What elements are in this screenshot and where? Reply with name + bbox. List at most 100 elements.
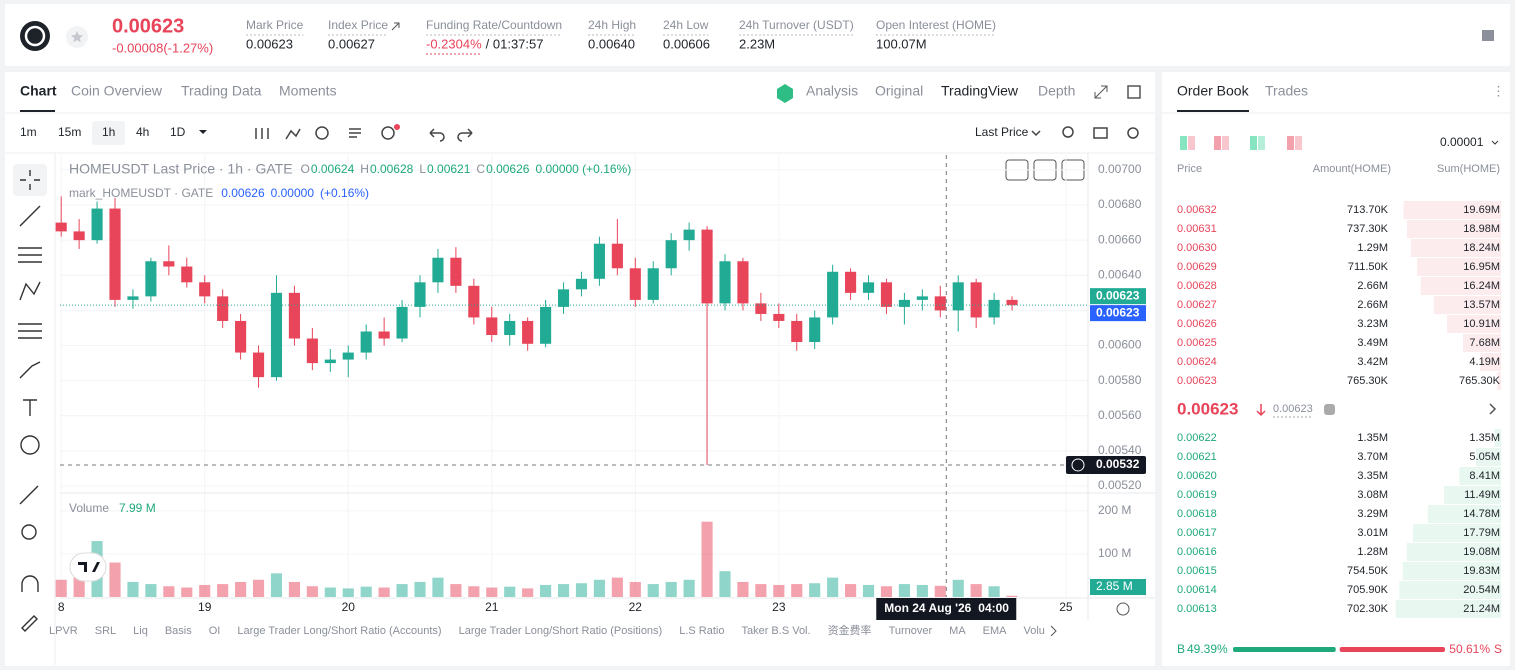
price-type-caret[interactable] <box>1031 130 1041 137</box>
indicators-next[interactable] <box>1050 625 1057 637</box>
zoom-tool[interactable] <box>21 524 37 540</box>
interval[interactable]: 1m <box>20 125 37 139</box>
interval[interactable]: 1h <box>102 125 115 139</box>
mid-mark: 0.00623 <box>1273 403 1313 415</box>
orderbook-tab[interactable]: Order Book <box>1177 83 1250 99</box>
magnet-tool[interactable] <box>21 575 39 592</box>
mid-chevron[interactable] <box>1489 403 1497 415</box>
indicator[interactable]: Volu <box>1024 625 1045 637</box>
template-icon[interactable] <box>349 128 361 138</box>
expand-icon[interactable] <box>1094 85 1108 99</box>
book-amount: 3.29M <box>1357 508 1388 520</box>
precision[interactable]: 0.00001 <box>1440 135 1484 149</box>
menu-dots[interactable]: ⋮ <box>1492 83 1505 98</box>
undo-icon[interactable] <box>429 128 445 142</box>
volume-bar <box>647 584 659 597</box>
settings-icon[interactable] <box>1127 127 1139 139</box>
projection-tool[interactable] <box>18 323 42 339</box>
book-layout-icon[interactable] <box>1295 136 1302 150</box>
crosshair-price-label: 0.00532 <box>1096 457 1140 471</box>
book-layout-icon[interactable] <box>1222 136 1229 150</box>
volume-bar <box>755 584 767 597</box>
orderbook-tab[interactable]: Trades <box>1265 83 1308 99</box>
price-type[interactable]: Last Price <box>975 125 1029 139</box>
mark-icon <box>1324 404 1335 415</box>
view-tab[interactable]: Original <box>875 83 923 99</box>
volume-bar <box>737 581 749 597</box>
indicator[interactable]: Basis <box>165 625 192 637</box>
interval[interactable]: 4h <box>136 125 149 139</box>
dropdown-caret[interactable] <box>199 130 207 134</box>
indicator[interactable]: Large Trader Long/Short Ratio (Accounts) <box>237 625 441 637</box>
chart-tab[interactable]: Chart <box>20 83 57 99</box>
chart-tab[interactable]: Trading Data <box>181 83 262 99</box>
brush-tool[interactable] <box>19 361 41 379</box>
sell-bar <box>1339 647 1445 652</box>
indicator[interactable]: Liq <box>133 625 148 637</box>
redo-icon[interactable] <box>457 128 473 142</box>
candle-body <box>665 240 677 269</box>
view-tab[interactable]: TradingView <box>941 83 1019 99</box>
price: 0.00623 <box>112 15 184 37</box>
indicator[interactable]: EMA <box>983 625 1008 637</box>
emoji-tool[interactable] <box>20 435 40 455</box>
view-tab[interactable]: Analysis <box>806 83 858 99</box>
book-layout-icon[interactable] <box>1188 136 1195 150</box>
layout-icon[interactable] <box>1482 30 1494 41</box>
header-panel <box>5 4 1510 66</box>
candle-icon[interactable] <box>255 128 269 139</box>
mark-price-label: 0.00623 <box>1096 305 1140 319</box>
legend-symbol: HOMEUSDT Last Price · 1h · GATE <box>69 161 293 177</box>
indicator[interactable]: SRL <box>95 625 116 637</box>
add-alert[interactable] <box>1071 458 1085 472</box>
indicator-icon[interactable] <box>285 128 301 140</box>
candle-body <box>773 313 785 321</box>
candle-body <box>898 299 910 307</box>
book-sum: 8.41M <box>1469 470 1500 482</box>
analysis-icon <box>777 84 793 103</box>
alert-icon[interactable] <box>381 126 395 140</box>
indicator[interactable]: LPVR <box>49 625 78 637</box>
book-sum: 10.91M <box>1463 318 1500 330</box>
replay-icon[interactable] <box>315 126 329 140</box>
book-layout-icon[interactable] <box>1258 136 1265 150</box>
book-price: 0.00615 <box>1177 565 1217 577</box>
view-tab[interactable]: Depth <box>1038 83 1075 99</box>
mid-price: 0.00623 <box>1177 399 1238 418</box>
axis-settings[interactable] <box>1116 602 1130 616</box>
volume-bar <box>181 587 193 597</box>
book-layout-icon[interactable] <box>1180 136 1187 150</box>
measure-tool[interactable] <box>19 485 39 505</box>
search-icon[interactable] <box>1062 126 1074 138</box>
text-tool[interactable] <box>23 399 37 416</box>
depth-bar <box>1494 429 1501 447</box>
indicator[interactable]: 资金费率 <box>828 623 872 637</box>
price-change: -0.00008(-1.27%) <box>112 40 213 55</box>
precision-caret[interactable] <box>1491 140 1499 145</box>
pencil-tool[interactable] <box>21 615 38 632</box>
crosshair-tool[interactable] <box>20 170 40 190</box>
interval[interactable]: 1D <box>170 125 186 139</box>
interval[interactable]: 15m <box>58 125 81 139</box>
volume-bar <box>719 571 731 597</box>
line-tool[interactable] <box>19 205 41 227</box>
book-layout-icon[interactable] <box>1214 136 1221 150</box>
indicator[interactable]: Large Trader Long/Short Ratio (Positions… <box>459 625 663 637</box>
book-layout-icon[interactable] <box>1250 136 1257 150</box>
chart-tab[interactable]: Moments <box>279 83 337 99</box>
fib-tool[interactable] <box>18 247 42 263</box>
volume-bar <box>55 579 67 597</box>
chart-tab[interactable]: Coin Overview <box>71 83 163 99</box>
indicator[interactable]: MA <box>949 625 966 637</box>
volume-bar <box>252 579 265 597</box>
indicator[interactable]: OI <box>209 625 221 637</box>
book-layout-icon[interactable] <box>1287 136 1294 150</box>
volume-bar <box>880 586 893 597</box>
camera-icon[interactable] <box>1093 127 1108 139</box>
indicator[interactable]: L.S Ratio <box>679 625 724 637</box>
book-sum: 19.08M <box>1463 546 1500 558</box>
indicator[interactable]: Turnover <box>889 625 933 637</box>
pattern-tool[interactable] <box>19 281 41 301</box>
window-icon[interactable] <box>1127 85 1141 99</box>
indicator[interactable]: Taker B.S Vol. <box>741 625 810 637</box>
